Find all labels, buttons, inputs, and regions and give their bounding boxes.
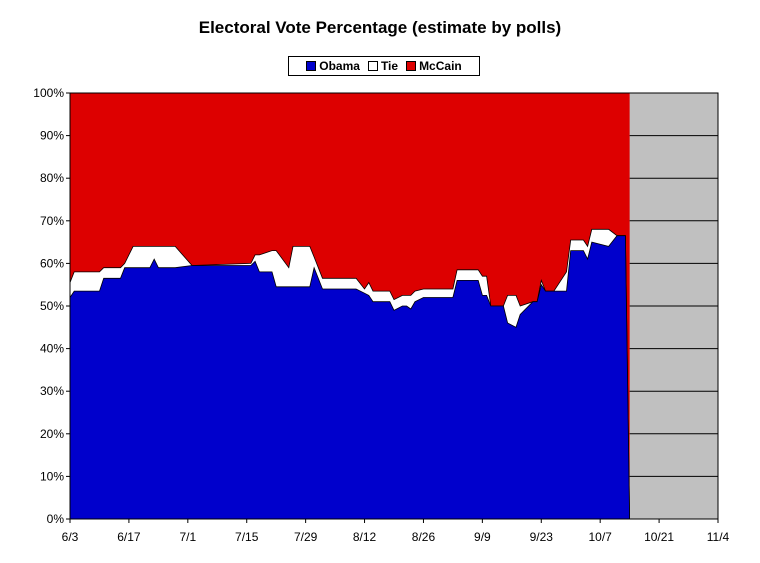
y-tick-label: 20% (40, 427, 64, 441)
y-tick-label: 60% (40, 256, 64, 270)
legend-label-obama: Obama (319, 59, 360, 73)
legend-label-mccain: McCain (419, 59, 462, 73)
legend-item-tie: Tie (367, 59, 399, 73)
y-tick-label: 30% (40, 384, 64, 398)
y-tick-label: 10% (40, 469, 64, 483)
y-tick-label: 90% (40, 129, 64, 143)
y-tick-label: 100% (33, 86, 64, 100)
series-area-obama (69, 235, 634, 520)
legend: Obama Tie McCain (288, 56, 480, 76)
y-tick-label: 50% (40, 299, 64, 313)
legend-item-obama: Obama (306, 59, 360, 73)
x-tick-label: 6/17 (117, 530, 141, 544)
x-tick-label: 10/7 (589, 530, 613, 544)
x-tick-label: 10/21 (644, 530, 674, 544)
legend-swatch-mccain (406, 61, 417, 71)
x-tick-label: 7/29 (294, 530, 318, 544)
x-tick-label: 9/23 (530, 530, 554, 544)
x-tick-label: 7/1 (179, 530, 196, 544)
y-tick-label: 40% (40, 342, 64, 356)
x-tick-label: 11/4 (707, 530, 730, 544)
x-tick-label: 9/9 (474, 530, 491, 544)
y-tick-label: 0% (47, 512, 65, 526)
x-tick-label: 8/12 (353, 530, 377, 544)
legend-item-mccain: McCain (406, 59, 462, 73)
legend-label-tie: Tie (380, 59, 399, 73)
y-tick-label: 80% (40, 171, 64, 185)
x-tick-label: 8/26 (412, 530, 436, 544)
chart-title: Electoral Vote Percentage (estimate by p… (198, 18, 562, 37)
legend-swatch-tie (367, 61, 378, 71)
x-tick-label: 7/15 (235, 530, 259, 544)
y-tick-label: 70% (40, 214, 64, 228)
x-tick-label: 6/3 (62, 530, 79, 544)
legend-swatch-obama (306, 61, 317, 71)
